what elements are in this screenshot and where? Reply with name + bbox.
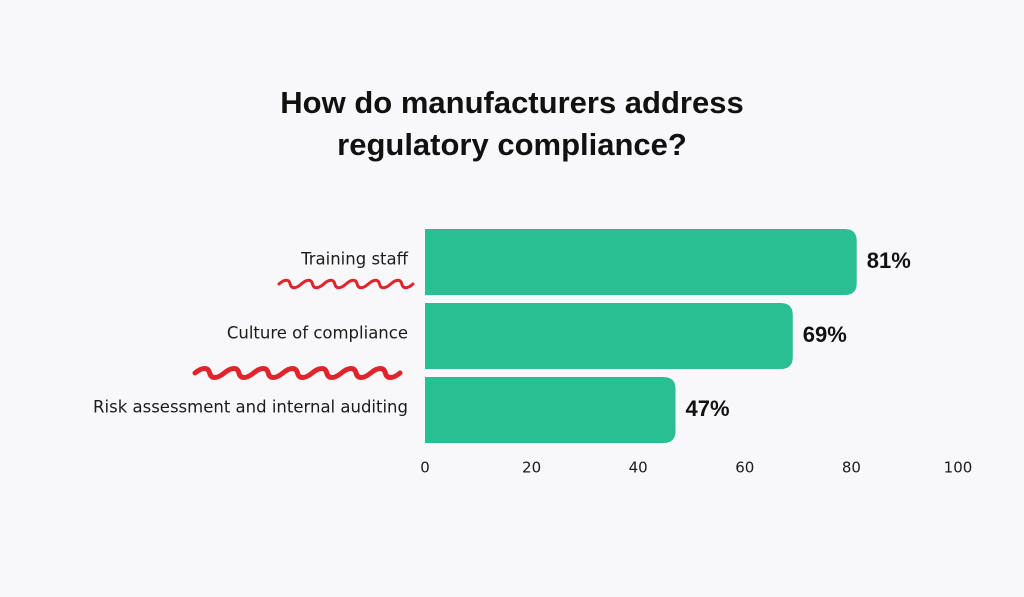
bars-group [425, 229, 857, 443]
x-tick-label-60: 60 [735, 459, 754, 477]
value-labels: 81% 69% 47% [686, 248, 911, 421]
value-label-1: 81% [867, 248, 911, 273]
x-tick-label-0: 0 [420, 459, 430, 477]
x-tick-label-20: 20 [522, 459, 541, 477]
bar-3 [425, 377, 676, 443]
category-label-1: Training staff [300, 250, 409, 269]
x-axis-ticks: 0 20 40 60 80 100 [420, 459, 972, 477]
chart-title-line-2: regulatory compliance? [337, 127, 687, 162]
category-labels: Training staff Culture of compliance Risk … [93, 250, 409, 417]
bar-2 [425, 303, 793, 369]
x-tick-label-100: 100 [944, 459, 973, 477]
category-label-3: Risk assessment and internal auditing [93, 398, 408, 417]
value-label-2: 69% [803, 322, 847, 347]
chart-title-line-1: How do manufacturers address [280, 85, 744, 120]
x-tick-label-80: 80 [842, 459, 861, 477]
bar-1 [425, 229, 857, 295]
x-tick-label-40: 40 [629, 459, 648, 477]
value-label-3: 47% [686, 396, 730, 421]
decorative-squiggles [192, 278, 415, 380]
squiggle-2 [192, 366, 403, 380]
squiggle-1 [277, 278, 415, 290]
chart-title: How do manufacturers address regulatory … [0, 82, 1024, 166]
category-label-2: Culture of compliance [227, 324, 408, 343]
